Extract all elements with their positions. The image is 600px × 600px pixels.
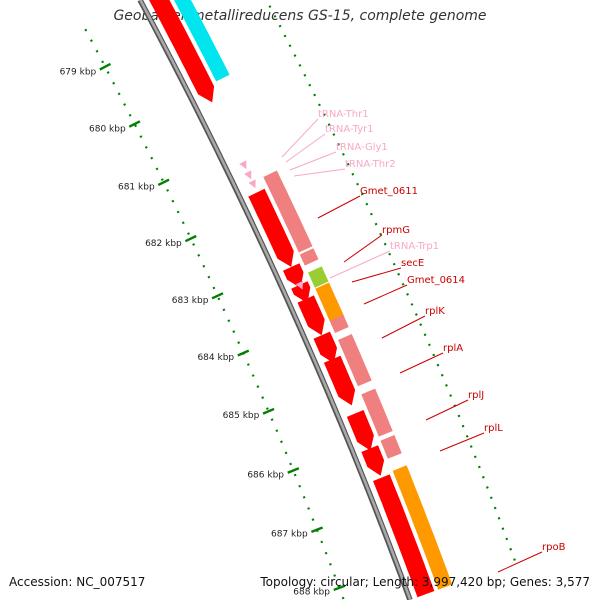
genome-summary: Topology: circular; Length: 3,997,420 bp… bbox=[260, 575, 590, 589]
misc-feature-block bbox=[308, 266, 329, 288]
gene-arrow bbox=[373, 474, 435, 598]
gene-arrow bbox=[346, 410, 374, 451]
kbp-tick-label: 682 kbp bbox=[145, 239, 182, 249]
kbp-tick-label: 681 kbp bbox=[118, 183, 155, 193]
cds-block bbox=[263, 170, 313, 253]
gene-arrow bbox=[248, 188, 294, 267]
trna-chevron bbox=[239, 160, 247, 170]
trna-chevron bbox=[248, 179, 256, 189]
kbp-tick-label: 688 kbp bbox=[293, 587, 330, 597]
trna-chevron bbox=[244, 170, 252, 180]
kbp-tick-mark bbox=[333, 584, 346, 592]
operon-block bbox=[392, 465, 453, 590]
feature-tracks bbox=[149, 0, 453, 598]
cds-block bbox=[338, 334, 372, 387]
leader-line bbox=[351, 267, 402, 283]
backbone-highlight bbox=[139, 0, 412, 600]
gene-arrow bbox=[149, 0, 215, 103]
feature-label: rpmG bbox=[382, 225, 410, 236]
kbp-tick-label: 679 kbp bbox=[60, 67, 97, 77]
kbp-tick-mark bbox=[128, 120, 141, 128]
kbp-tick-mark bbox=[211, 292, 224, 300]
feature-label: rplJ bbox=[468, 390, 484, 401]
feature-label: rplL bbox=[484, 423, 503, 434]
leader-line bbox=[329, 250, 391, 279]
feature-label: rplA bbox=[443, 343, 463, 354]
kbp-tick-label: 686 kbp bbox=[247, 470, 284, 480]
map-title: Geobacter metallireducens GS-15, complet… bbox=[113, 8, 487, 24]
feature-label: tRNA-Tyr1 bbox=[325, 124, 374, 135]
leader-line bbox=[425, 399, 469, 421]
feature-label: rplK bbox=[425, 306, 445, 317]
feature-label: Gmet_0614 bbox=[407, 275, 465, 286]
feature-label: Gmet_0611 bbox=[360, 186, 418, 197]
gene-arrow bbox=[283, 263, 304, 288]
trna-chevron bbox=[295, 280, 304, 290]
gene-arrow bbox=[313, 331, 337, 364]
feature-label: tRNA-Gly1 bbox=[336, 142, 388, 153]
leader-line bbox=[439, 432, 485, 452]
feature-labels: tRNA-Thr1 tRNA-Tyr1 tRNA-Gly1 tRNA-Thr2 Gmet… bbox=[281, 109, 566, 573]
leader-line bbox=[497, 551, 543, 573]
feature-label: secE bbox=[401, 258, 424, 269]
leader-line bbox=[399, 352, 444, 374]
gene-arrow bbox=[291, 281, 311, 304]
leader-line bbox=[317, 195, 361, 219]
operon-block bbox=[315, 282, 344, 321]
gene-arrow bbox=[323, 355, 356, 406]
leader-line bbox=[281, 118, 319, 158]
kbp-ticks: 679 kbp 680 kbp 681 kbp 682 kbp 683 kbp 684 k… bbox=[60, 62, 346, 597]
kbp-tick-mark bbox=[184, 234, 197, 243]
gene-arrow bbox=[361, 445, 385, 476]
kbp-tick-label: 687 kbp bbox=[271, 529, 308, 539]
cds-block bbox=[361, 388, 393, 437]
rrna-block bbox=[173, 0, 230, 82]
kbp-tick-label: 683 kbp bbox=[172, 296, 209, 306]
kbp-tick-mark bbox=[310, 526, 324, 533]
kbp-tick-mark bbox=[237, 349, 250, 357]
outer-dashed-track bbox=[265, 0, 517, 562]
cds-block bbox=[299, 248, 319, 266]
cds-block bbox=[380, 435, 402, 459]
feature-label: tRNA-Thr2 bbox=[345, 159, 396, 170]
leader-line bbox=[363, 284, 408, 305]
kbp-tick-label: 685 kbp bbox=[223, 411, 260, 421]
kbp-tick-label: 680 kbp bbox=[89, 125, 126, 135]
feature-label: rpoB bbox=[542, 542, 566, 553]
kbp-tick-mark bbox=[287, 467, 300, 474]
genome-backbone bbox=[137, 0, 413, 600]
leader-line bbox=[293, 168, 346, 177]
leader-line bbox=[289, 151, 337, 171]
gene-arrow bbox=[297, 295, 325, 336]
kbp-tick-label: 684 kbp bbox=[197, 353, 234, 363]
kbp-tick-mark bbox=[262, 407, 275, 415]
kbp-tick-mark bbox=[99, 62, 111, 71]
accession-label: Accession: NC_007517 bbox=[9, 575, 146, 589]
leader-line bbox=[285, 133, 326, 163]
kbp-tick-mark bbox=[157, 178, 170, 187]
feature-label: tRNA-Trp1 bbox=[390, 241, 439, 252]
feature-label: tRNA-Thr1 bbox=[318, 109, 369, 120]
outer-dashed-track-line bbox=[265, 0, 517, 562]
leader-line bbox=[381, 315, 426, 339]
leader-line bbox=[343, 234, 383, 263]
